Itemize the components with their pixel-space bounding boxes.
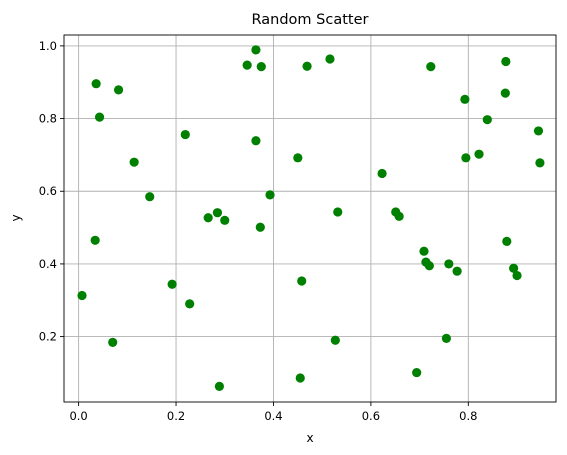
data-point — [185, 299, 194, 308]
data-point — [460, 95, 469, 104]
x-tick-label: 0.6 — [362, 409, 380, 423]
data-point — [377, 169, 386, 178]
data-point — [325, 54, 334, 63]
y-axis-label: y — [9, 214, 23, 221]
x-tick-label: 0.4 — [264, 409, 282, 423]
data-point — [213, 208, 222, 217]
data-point — [296, 373, 305, 382]
x-tick-label: 0.2 — [167, 409, 185, 423]
data-point — [331, 336, 340, 345]
data-point — [512, 271, 521, 280]
data-point — [474, 150, 483, 159]
scatter-points — [77, 45, 544, 391]
data-point — [453, 267, 462, 276]
data-point — [91, 236, 100, 245]
data-point — [535, 158, 544, 167]
y-tick-label: 0.6 — [39, 184, 57, 198]
data-point — [442, 334, 451, 343]
data-point — [257, 62, 266, 71]
plot-frame — [64, 35, 556, 402]
data-point — [534, 126, 543, 135]
data-point — [168, 280, 177, 289]
data-point — [77, 291, 86, 300]
data-point — [256, 223, 265, 232]
x-axis-ticks: 0.0 0.2 0.4 0.6 0.8 — [69, 402, 477, 423]
data-point — [501, 89, 510, 98]
data-point — [461, 153, 470, 162]
data-point — [251, 45, 260, 54]
y-tick-label: 0.2 — [39, 330, 57, 344]
chart-title: Random Scatter — [252, 12, 369, 28]
data-point — [502, 237, 511, 246]
data-point — [302, 62, 311, 71]
data-point — [426, 62, 435, 71]
data-point — [92, 79, 101, 88]
y-tick-label: 0.4 — [39, 257, 57, 271]
grid-lines — [64, 35, 556, 402]
data-point — [181, 130, 190, 139]
data-point — [297, 276, 306, 285]
data-point — [395, 212, 404, 221]
data-point — [265, 190, 274, 199]
data-point — [108, 338, 117, 347]
y-axis-ticks: 0.2 0.4 0.6 0.8 1.0 — [39, 39, 64, 344]
y-tick-label: 0.8 — [39, 112, 57, 126]
data-point — [130, 158, 139, 167]
x-axis-label: x — [306, 431, 313, 445]
data-point — [425, 261, 434, 270]
data-point — [333, 207, 342, 216]
data-point — [114, 85, 123, 94]
x-tick-label: 0.8 — [459, 409, 477, 423]
data-point — [419, 247, 428, 256]
y-tick-label: 1.0 — [39, 39, 57, 53]
data-point — [204, 213, 213, 222]
data-point — [95, 113, 104, 122]
data-point — [251, 136, 260, 145]
data-point — [412, 368, 421, 377]
data-point — [293, 153, 302, 162]
data-point — [220, 216, 229, 225]
data-point — [483, 115, 492, 124]
data-point — [215, 382, 224, 391]
data-point — [243, 61, 252, 70]
data-point — [145, 192, 154, 201]
data-point — [501, 57, 510, 66]
data-point — [444, 259, 453, 268]
x-tick-label: 0.0 — [69, 409, 87, 423]
